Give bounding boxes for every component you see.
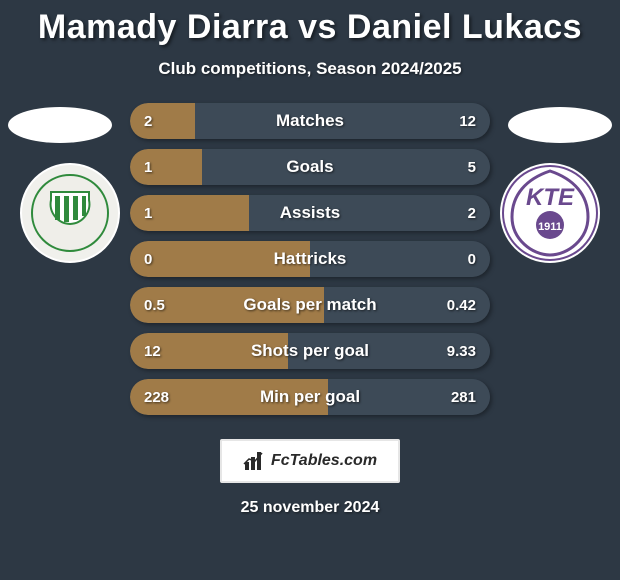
stats-bars: 212Matches 15Goals 12Assists 00Hattricks 0.5… [130,103,490,425]
fctables-logo: FcTables.com [220,439,400,483]
stat-label: Shots per goal [130,341,490,361]
kte-badge-icon: KTE 1911 [502,165,598,261]
stat-row: 12Assists [130,195,490,231]
title-vs: vs [298,8,337,46]
bar-chart-icon [243,450,265,472]
stat-row: 212Matches [130,103,490,139]
stat-label: Matches [130,111,490,131]
stat-label: Goals per match [130,295,490,315]
comparison-body: KTE 1911 212Matches 15Goals 12Assists 00Hat… [0,103,620,423]
player-photo-left-placeholder [8,107,112,143]
stat-row: 0.50.42Goals per match [130,287,490,323]
shield-stripes-icon [31,174,109,252]
page-title: Mamady Diarra vs Daniel Lukacs [0,0,620,47]
player-photo-right-placeholder [508,107,612,143]
logo-text: FcTables.com [271,452,377,470]
stat-label: Goals [130,157,490,177]
stat-row: 228281Min per goal [130,379,490,415]
stat-row: 129.33Shots per goal [130,333,490,369]
comparison-infographic: Mamady Diarra vs Daniel Lukacs Club comp… [0,0,620,580]
club-crest-left [20,163,120,263]
stat-row: 15Goals [130,149,490,185]
stat-label: Min per goal [130,387,490,407]
stat-label: Hattricks [130,249,490,269]
stat-row: 00Hattricks [130,241,490,277]
subtitle: Club competitions, Season 2024/2025 [0,59,620,79]
svg-text:KTE: KTE [526,184,575,211]
player2-name: Daniel Lukacs [347,8,582,46]
club-crest-right: KTE 1911 [500,163,600,263]
stat-label: Assists [130,203,490,223]
svg-text:1911: 1911 [538,221,562,233]
player1-name: Mamady Diarra [38,8,288,46]
infographic-date: 25 november 2024 [0,499,620,517]
